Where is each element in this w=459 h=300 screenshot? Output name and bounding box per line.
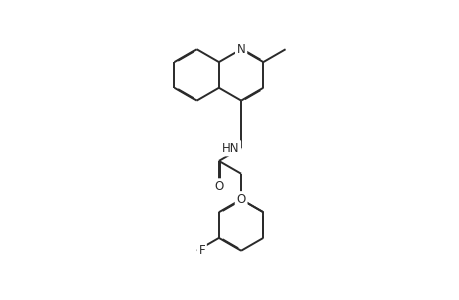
Text: O: O	[214, 180, 223, 193]
Text: N: N	[236, 43, 245, 56]
Text: F: F	[198, 244, 205, 257]
Text: HN: HN	[221, 142, 239, 154]
Text: O: O	[236, 193, 245, 206]
